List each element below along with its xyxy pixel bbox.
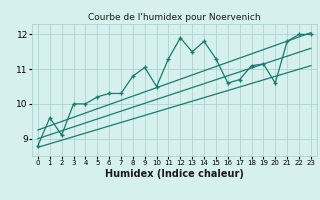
Title: Courbe de l'humidex pour Noervenich: Courbe de l'humidex pour Noervenich: [88, 13, 261, 22]
X-axis label: Humidex (Indice chaleur): Humidex (Indice chaleur): [105, 169, 244, 179]
